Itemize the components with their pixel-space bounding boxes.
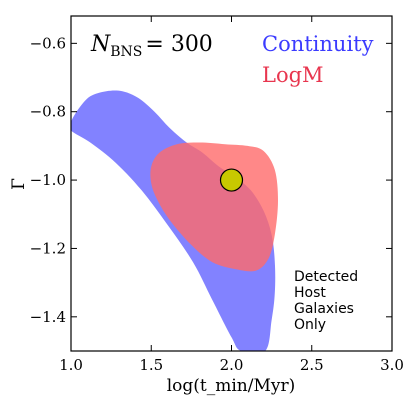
nbns-subscript: BNS xyxy=(110,44,142,60)
legend-logm: LogM xyxy=(262,63,324,87)
legend-continuity: Continuity xyxy=(262,32,374,56)
x-axis-label: log(t_min/Myr) xyxy=(167,376,296,396)
nbns-symbol: N xyxy=(90,32,111,57)
detected-annotation: Detected Host Galaxies Only xyxy=(294,269,358,333)
x-axis-ticks: 1.0 1.5 2.0 2.5 3.0 xyxy=(59,16,404,374)
x-tick-label: 2.0 xyxy=(220,356,244,374)
region-logm xyxy=(150,142,278,272)
y-tick-label: −1.0 xyxy=(30,171,66,189)
true-value-marker xyxy=(219,168,244,192)
nbns-value: = 300 xyxy=(145,32,212,57)
annot-line-3: Galaxies xyxy=(294,301,354,317)
y-axis-label: Γ xyxy=(9,178,29,190)
x-tick-label: 1.0 xyxy=(59,356,83,374)
marker-group xyxy=(219,168,244,192)
y-axis-ticks: −0.6 −0.8 −1.0 −1.2 −1.4 xyxy=(30,34,392,326)
nbns-annotation: NBNS = 300 xyxy=(90,32,213,60)
plot-regions xyxy=(71,90,278,351)
y-tick-label: −1.4 xyxy=(30,308,66,326)
annot-line-2: Host xyxy=(294,285,326,301)
y-tick-label: −1.2 xyxy=(30,239,66,257)
annot-line-1: Detected xyxy=(294,269,358,285)
x-tick-label: 1.5 xyxy=(139,356,163,374)
legend: Continuity LogM xyxy=(262,32,374,87)
svg-text:NBNS= 300: NBNS = 300 xyxy=(90,32,213,60)
y-tick-label: −0.6 xyxy=(30,34,66,52)
x-tick-label: 3.0 xyxy=(380,356,404,374)
y-tick-label: −0.8 xyxy=(30,103,66,121)
x-tick-label: 2.5 xyxy=(300,356,324,374)
annot-line-4: Only xyxy=(294,317,326,333)
